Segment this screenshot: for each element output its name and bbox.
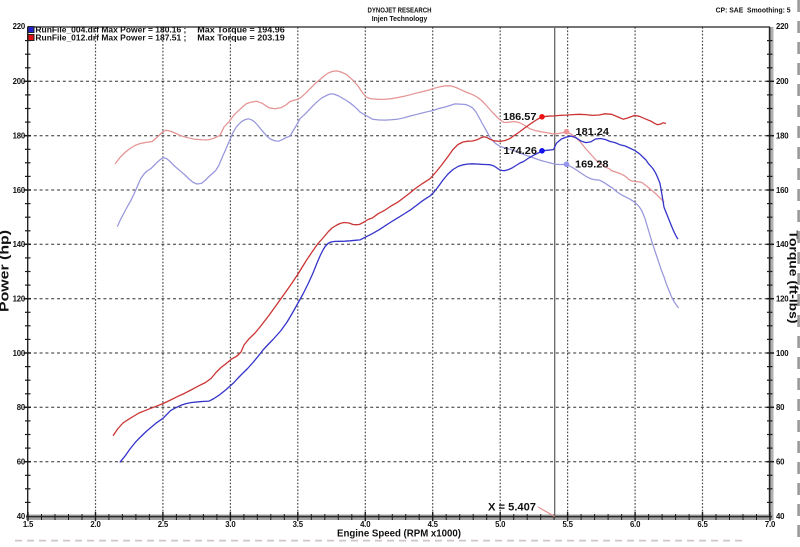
svg-text:7.0: 7.0 xyxy=(765,520,776,529)
svg-text:3.0: 3.0 xyxy=(225,520,236,529)
svg-text:60: 60 xyxy=(17,458,26,467)
svg-text:200: 200 xyxy=(13,77,26,86)
svg-text:80: 80 xyxy=(17,403,26,412)
svg-text:6.5: 6.5 xyxy=(697,520,708,529)
svg-text:40: 40 xyxy=(17,512,26,521)
svg-text:100: 100 xyxy=(776,349,789,358)
svg-text:Max Torque = 203.19: Max Torque = 203.19 xyxy=(197,33,285,43)
svg-text:169.28: 169.28 xyxy=(575,160,609,171)
svg-text:140: 140 xyxy=(13,240,26,249)
svg-text:2.5: 2.5 xyxy=(158,520,169,529)
svg-text:5.0: 5.0 xyxy=(495,520,506,529)
svg-text:140: 140 xyxy=(776,240,789,249)
svg-text:180: 180 xyxy=(776,132,789,141)
svg-text:181.24: 181.24 xyxy=(576,127,610,138)
svg-text:80: 80 xyxy=(776,403,785,412)
svg-text:4.5: 4.5 xyxy=(428,520,439,529)
svg-text:Engine Speed (RPM x1000): Engine Speed (RPM x1000) xyxy=(337,528,461,539)
svg-text:Injen Technology: Injen Technology xyxy=(372,14,428,23)
svg-text:186.57: 186.57 xyxy=(503,112,537,123)
svg-text:RunFile_012.drf Max Power = 18: RunFile_012.drf Max Power = 187.51 ; xyxy=(35,33,186,43)
svg-text:CP: SAE Smoothing: 5: CP: SAE Smoothing: 5 xyxy=(716,5,792,14)
svg-text:60: 60 xyxy=(776,458,785,467)
svg-text:120: 120 xyxy=(13,295,26,304)
svg-text:DYNOJET RESEARCH: DYNOJET RESEARCH xyxy=(368,5,432,14)
svg-text:Max Torque = 194.96: Max Torque = 194.96 xyxy=(197,25,285,35)
svg-text:220: 220 xyxy=(13,22,26,31)
svg-text:Power (hp): Power (hp) xyxy=(0,230,12,312)
svg-text:40: 40 xyxy=(776,512,785,521)
svg-text:2.0: 2.0 xyxy=(90,520,101,529)
svg-text:3.5: 3.5 xyxy=(293,520,304,529)
svg-text:4.0: 4.0 xyxy=(360,520,371,529)
svg-text:174.26: 174.26 xyxy=(504,146,538,157)
svg-text:120: 120 xyxy=(776,295,789,304)
svg-text:RunFile_004.drf Max Power = 18: RunFile_004.drf Max Power = 180.16 ; xyxy=(35,25,186,35)
svg-text:X = 5.407: X = 5.407 xyxy=(488,501,536,513)
svg-text:160: 160 xyxy=(776,186,789,195)
svg-text:1.5: 1.5 xyxy=(23,520,34,529)
svg-text:180: 180 xyxy=(13,132,26,141)
svg-text:220: 220 xyxy=(776,22,789,31)
svg-text:200: 200 xyxy=(776,77,789,86)
svg-text:Torque (ft-lbs): Torque (ft-lbs) xyxy=(786,231,799,324)
svg-text:160: 160 xyxy=(13,186,26,195)
svg-text:5.5: 5.5 xyxy=(562,520,573,529)
svg-text:100: 100 xyxy=(13,349,26,358)
svg-text:6.0: 6.0 xyxy=(630,520,641,529)
